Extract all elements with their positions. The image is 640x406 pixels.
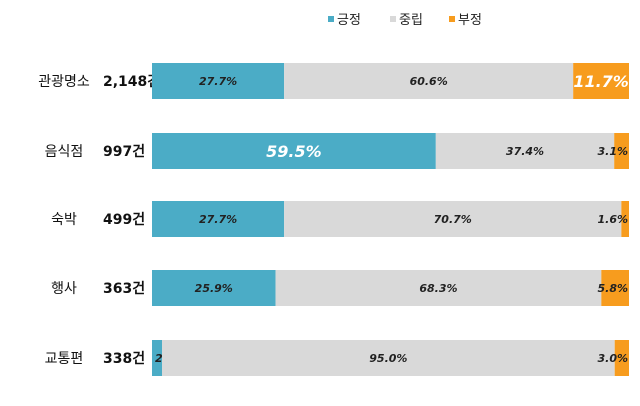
legend-label: 부정: [458, 13, 482, 28]
legend-swatch: [449, 16, 455, 22]
bar-segment: [152, 63, 285, 99]
bar-segment: [435, 133, 615, 169]
data-label: 25.9%: [195, 282, 233, 295]
data-label: 60.6%: [410, 75, 448, 88]
data-label: 1.6%: [597, 213, 628, 226]
data-label: 27.7%: [199, 213, 237, 226]
data-label: 70.7%: [434, 213, 472, 226]
data-label: 11.7%: [573, 72, 629, 91]
category-label: 숙박: [51, 212, 77, 228]
data-label: 3.1%: [597, 145, 628, 158]
bar-segment: [284, 201, 622, 237]
data-label: 68.3%: [419, 282, 457, 295]
data-label: 59.5%: [266, 142, 322, 161]
bar-segment: [152, 340, 163, 376]
data-label: 3.0%: [597, 352, 628, 365]
count-label: 363건: [103, 280, 145, 297]
count-label: 338건: [103, 350, 145, 367]
category-label: 교통편: [45, 351, 84, 367]
bar-segment: [152, 133, 436, 169]
bar-segment: [614, 340, 629, 376]
count-label: 2,148건: [103, 73, 160, 90]
legend-label: 긍정: [337, 13, 361, 28]
data-label: 37.4%: [506, 145, 544, 158]
legend-swatch: [390, 16, 396, 22]
bar-segment: [162, 340, 615, 376]
legend: 긍정 중립 부정: [328, 13, 482, 28]
count-label: 997건: [103, 143, 145, 160]
count-label: 499건: [103, 211, 145, 228]
data-label: 5.8%: [597, 282, 628, 295]
bar-segment: [601, 270, 629, 306]
bar-segment: [152, 270, 276, 306]
legend-swatch: [328, 16, 334, 22]
bar-segment: [284, 63, 574, 99]
data-label: 95.0%: [369, 352, 407, 365]
bar-segment: [621, 201, 629, 237]
category-label: 관광명소: [38, 74, 90, 90]
category-label: 행사: [51, 281, 77, 297]
bar-segment: [275, 270, 602, 306]
bar-segment: [152, 201, 285, 237]
bar-segment: [573, 63, 629, 99]
chart-rows: 관광명소 2,148건 27.7% 60.6% 11.7% 음식점 997건 59.5% 37.…: [38, 63, 629, 376]
bar-segment: [614, 133, 629, 169]
category-label: 음식점: [45, 144, 84, 160]
legend-label: 중립: [399, 13, 423, 28]
data-label: 27.7%: [199, 75, 237, 88]
